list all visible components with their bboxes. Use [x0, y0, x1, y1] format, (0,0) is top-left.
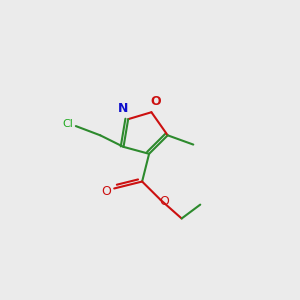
- Text: O: O: [101, 185, 111, 198]
- Text: N: N: [118, 102, 129, 115]
- Text: O: O: [151, 95, 161, 108]
- Text: Cl: Cl: [62, 119, 73, 129]
- Text: O: O: [159, 195, 169, 208]
